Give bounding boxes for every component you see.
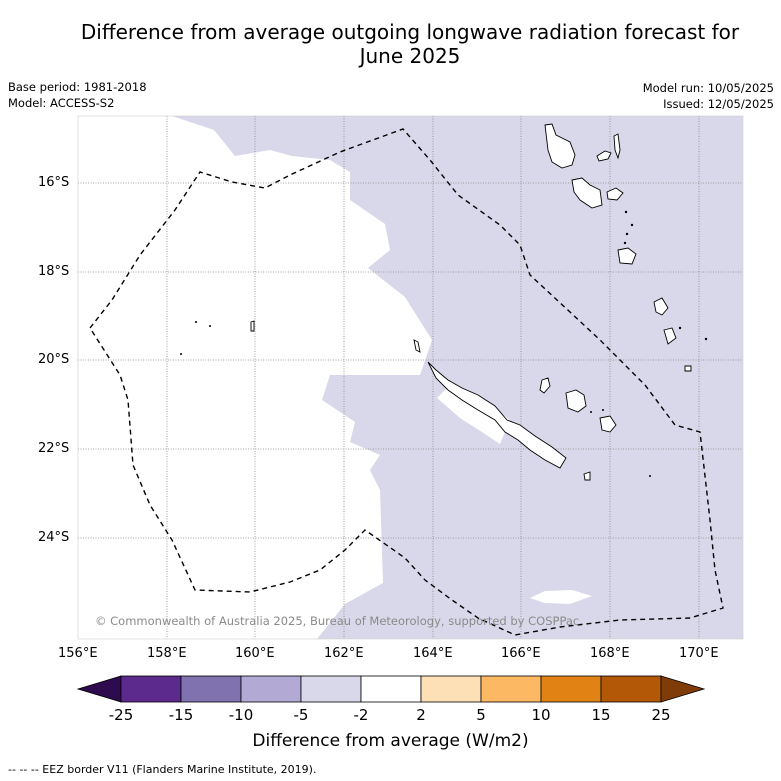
lon-tick-158e: 158°E	[147, 646, 187, 661]
vanuatu-epi	[606, 187, 624, 201]
colorbar-label-neg25: -25	[108, 706, 134, 724]
gridlines	[78, 116, 743, 639]
colorbar-bin-6	[420, 675, 482, 703]
colorbar	[76, 675, 706, 703]
lat-tick-22s: 22°S	[38, 441, 70, 456]
colorbar-label-15: 15	[591, 706, 611, 724]
colorbar-bin-3	[240, 675, 302, 703]
colorbar-bin-7	[480, 675, 542, 703]
vanuatu-pentecost	[613, 133, 621, 160]
loyalty-ouvea	[539, 377, 551, 394]
lon-tick-160e: 160°E	[235, 646, 275, 661]
lon-tick-164e: 164°E	[413, 646, 453, 661]
white-patch-new-caledonia	[437, 385, 510, 444]
vanuatu-efate	[617, 247, 637, 265]
colorbar-bin-2	[180, 675, 242, 703]
lat-tick-18s: 18°S	[38, 264, 70, 279]
lat-tick-16s: 16°S	[38, 175, 70, 190]
base-period: Base period: 1981-2018	[8, 80, 147, 94]
new-caledonia-island	[427, 361, 567, 469]
colorbar-label-5: 5	[476, 706, 486, 724]
chart-title-line1: Difference from average outgoing longwav…	[80, 20, 740, 44]
copyright-notice: © Commonwealth of Australia 2025, Bureau…	[95, 614, 580, 628]
colorbar-bin-5	[360, 675, 422, 703]
lat-tick-24s: 24°S	[38, 530, 70, 545]
lon-tick-166e: 166°E	[501, 646, 541, 661]
white-patch-south	[530, 590, 592, 604]
issued-date: Issued: 12/05/2025	[663, 97, 774, 111]
colorbar-extend-high	[660, 675, 706, 703]
colorbar-label-neg5: -5	[293, 706, 309, 724]
map-frame	[77, 115, 744, 640]
vanuatu-malekula	[571, 177, 603, 209]
colorbar-label-neg15: -15	[168, 706, 194, 724]
colorbar-label-neg2: -2	[353, 706, 369, 724]
isle-of-pines	[583, 471, 591, 481]
small-islets	[180, 210, 708, 477]
model-run: Model run: 10/05/2025	[642, 81, 774, 95]
colorbar-bin-1	[120, 675, 182, 703]
matthew-island	[684, 365, 692, 372]
colorbar-title: Difference from average (W/m2)	[252, 731, 529, 751]
vanuatu-ambae	[596, 150, 612, 162]
colorbar-extend-low	[76, 675, 122, 703]
chesterfield-islet	[250, 320, 255, 332]
eez-footnote: -- -- -- EEZ border V11 (Flanders Marine…	[8, 763, 317, 776]
negative-anomaly-region	[172, 116, 743, 639]
colorbar-bin-4	[300, 675, 362, 703]
colorbar-label-2: 2	[416, 706, 426, 724]
belep-islands	[413, 339, 421, 353]
colorbar-label-neg10: -10	[228, 706, 254, 724]
lon-tick-168e: 168°E	[590, 646, 630, 661]
colorbar-label-10: 10	[531, 706, 551, 724]
colorbar-bin-8	[540, 675, 602, 703]
lon-tick-156e: 156°E	[58, 646, 98, 661]
lat-tick-20s: 20°S	[38, 352, 70, 367]
colorbar-label-25: 25	[651, 706, 671, 724]
colorbar-bin-9	[600, 675, 662, 703]
vanuatu-erromango	[663, 327, 677, 345]
chart-title-line2: June 2025	[359, 44, 461, 68]
vanuatu-espiritu-santo	[544, 123, 576, 169]
loyalty-mare	[599, 415, 617, 433]
loyalty-lifou	[565, 389, 587, 413]
lon-tick-170e: 170°E	[679, 646, 719, 661]
lon-tick-162e: 162°E	[324, 646, 364, 661]
model-name: Model: ACCESS-S2	[8, 96, 115, 110]
vanuatu-tanna	[653, 297, 669, 316]
coastlines	[250, 123, 692, 481]
